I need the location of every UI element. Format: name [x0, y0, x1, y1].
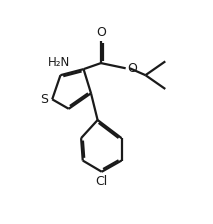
Text: Cl: Cl	[96, 175, 108, 188]
Text: O: O	[127, 62, 137, 75]
Text: O: O	[96, 26, 106, 39]
Text: S: S	[40, 93, 48, 106]
Text: H₂N: H₂N	[48, 56, 70, 69]
